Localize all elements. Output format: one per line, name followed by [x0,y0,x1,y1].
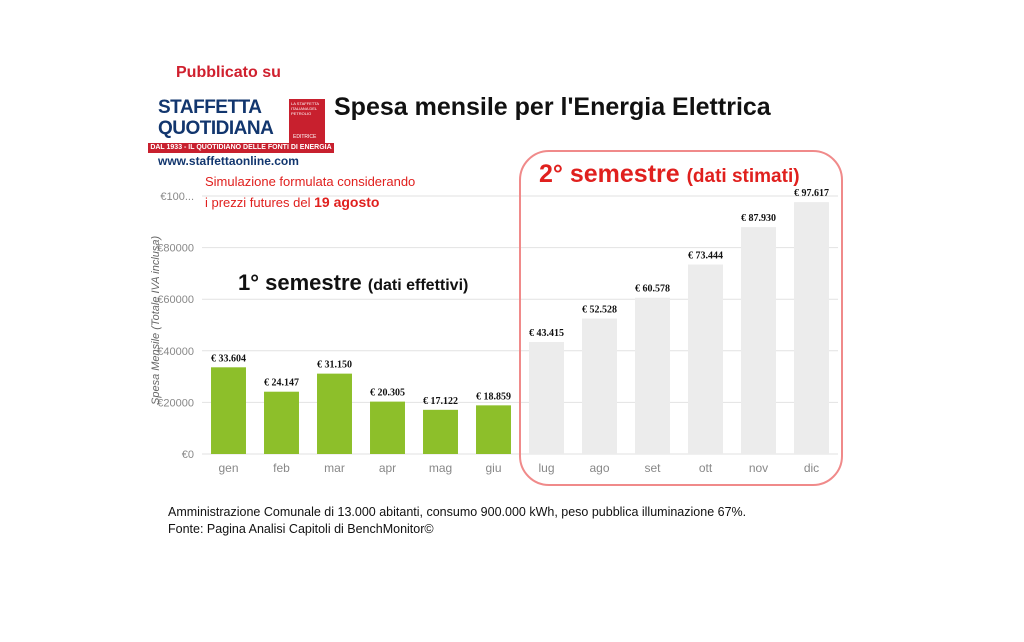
y-tick-label: €0 [182,449,194,461]
bar-ott [688,264,723,454]
logo-badge-text: LA STAFFETTA ITALIANA DEL PETROLIO [291,101,319,116]
value-label-lug: € 43.415 [529,328,564,339]
logo-tagline: DAL 1933 - IL QUOTIDIANO DELLE FONTI DI … [148,143,334,153]
note-line2: i prezzi futures del 19 agosto [205,192,415,213]
y-tick-label: €80000 [157,243,194,255]
value-label-mag: € 17.122 [423,396,458,407]
y-axis-ticks: €0 €20000 €40000 €60000 €80000 €100... [157,191,194,461]
semester2-label: 2° semestre (dati stimati) [539,160,800,189]
bar-feb [264,391,299,454]
y-tick-label: €60000 [157,294,194,306]
caption: Amministrazione Comunale di 13.000 abita… [168,504,746,538]
x-tick-label-set: set [644,461,661,475]
note-line1: Simulazione formulata considerando [205,174,416,189]
x-tick-label-nov: nov [749,461,768,475]
value-label-gen: € 33.604 [211,353,246,364]
x-tick-label-feb: feb [273,461,290,475]
y-tick-label: €40000 [157,346,194,358]
y-tick-label: €20000 [157,397,194,409]
bar-apr [370,401,405,454]
published-label: Pubblicato su [176,64,281,81]
x-tick-label-mag: mag [429,461,452,475]
value-label-ago: € 52.528 [582,304,617,315]
logo-brand: STAFFETTA QUOTIDIANA [158,97,274,139]
semester1-sub: (dati effettivi) [367,277,469,294]
x-tick-label-ago: ago [589,461,609,475]
bar-dic [794,202,829,454]
simulation-note: Simulazione formulata considerando i pre… [205,172,415,213]
value-label-giu: € 18.859 [476,391,511,402]
semester1-label: 1° semestre (dati effettivi) [238,270,468,296]
x-tick-label-mar: mar [324,461,345,475]
caption-line1: Amministrazione Comunale di 13.000 abita… [168,505,747,519]
y-tick-label: €100... [160,191,194,203]
value-label-feb: € 24.147 [264,378,299,389]
semester2-highlight-box [519,150,843,486]
logo-badge: LA STAFFETTA ITALIANA DEL PETROLIO EDITR… [289,99,325,143]
bar-nov [741,227,776,454]
bar-mag [423,409,458,454]
bar-mar [317,373,352,454]
bar-giu [476,405,511,454]
value-label-set: € 60.578 [635,284,670,295]
note-date: 19 agosto [314,194,380,210]
x-tick-label-ott: ott [699,461,713,475]
bar-gen [211,367,246,454]
x-tick-label-giu: giu [485,461,501,475]
value-label-ott: € 73.444 [688,251,723,262]
logo-line2: QUOTIDIANA [158,118,274,139]
y-axis-label: Spesa Mensile (Totale IVA inclusa) [150,235,162,405]
logo-url: www.staffettaonline.com [158,154,299,168]
value-labels: € 33.604 € 24.147 € 31.150 € 20.305 € 17.122… [211,188,829,407]
staffetta-logo: STAFFETTA QUOTIDIANA LA STAFFETTA ITALIA… [148,97,338,169]
x-axis-ticks: gen feb mar apr mag giu lug ago set ott nov dic [218,461,819,475]
semester1-title: 1° semestre [238,270,362,295]
logo-line1: STAFFETTA [158,97,262,118]
value-label-apr: € 20.305 [370,388,405,399]
caption-line2: Fonte: Pagina Analisi Capitoli di BenchM… [168,522,434,536]
bar-ago [582,318,617,454]
value-label-mar: € 31.150 [317,360,352,371]
x-tick-label-gen: gen [218,461,238,475]
bar-set [635,297,670,454]
chart-bars [211,202,829,454]
logo-badge-edit: EDITRICE [293,134,317,140]
bar-lug [529,341,564,454]
note-line2-prefix: i prezzi futures del [205,195,315,210]
chart-title: Spesa mensile per l'Energia Elettrica [334,93,771,121]
semester2-title: 2° semestre [539,160,680,188]
value-label-dic: € 97.617 [794,188,829,199]
semester2-sub: (dati stimati) [686,166,800,187]
value-label-nov: € 87.930 [741,213,776,224]
x-tick-label-apr: apr [379,461,396,475]
